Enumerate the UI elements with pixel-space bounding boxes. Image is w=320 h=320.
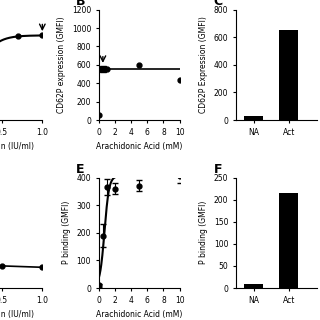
X-axis label: Arachidonic Acid (mM): Arachidonic Acid (mM) bbox=[96, 310, 182, 319]
Bar bbox=[279, 193, 298, 288]
Text: E: E bbox=[76, 163, 85, 176]
Text: F: F bbox=[213, 163, 222, 176]
Y-axis label: P binding (GMFI): P binding (GMFI) bbox=[62, 201, 71, 264]
Bar bbox=[244, 284, 263, 288]
X-axis label: Thrombin (IU/ml): Thrombin (IU/ml) bbox=[0, 310, 35, 319]
Y-axis label: P binding (GMFI): P binding (GMFI) bbox=[199, 201, 208, 264]
Text: B: B bbox=[76, 0, 86, 8]
X-axis label: Thrombin (IU/ml): Thrombin (IU/ml) bbox=[0, 142, 35, 151]
Text: C: C bbox=[213, 0, 223, 8]
Bar bbox=[244, 116, 263, 120]
Y-axis label: CD62P expression (GMFI): CD62P expression (GMFI) bbox=[57, 17, 66, 113]
Bar bbox=[279, 30, 298, 120]
X-axis label: Arachidonic Acid (mM): Arachidonic Acid (mM) bbox=[96, 142, 182, 151]
Y-axis label: CD62P Expression (GMFI): CD62P Expression (GMFI) bbox=[199, 16, 208, 113]
